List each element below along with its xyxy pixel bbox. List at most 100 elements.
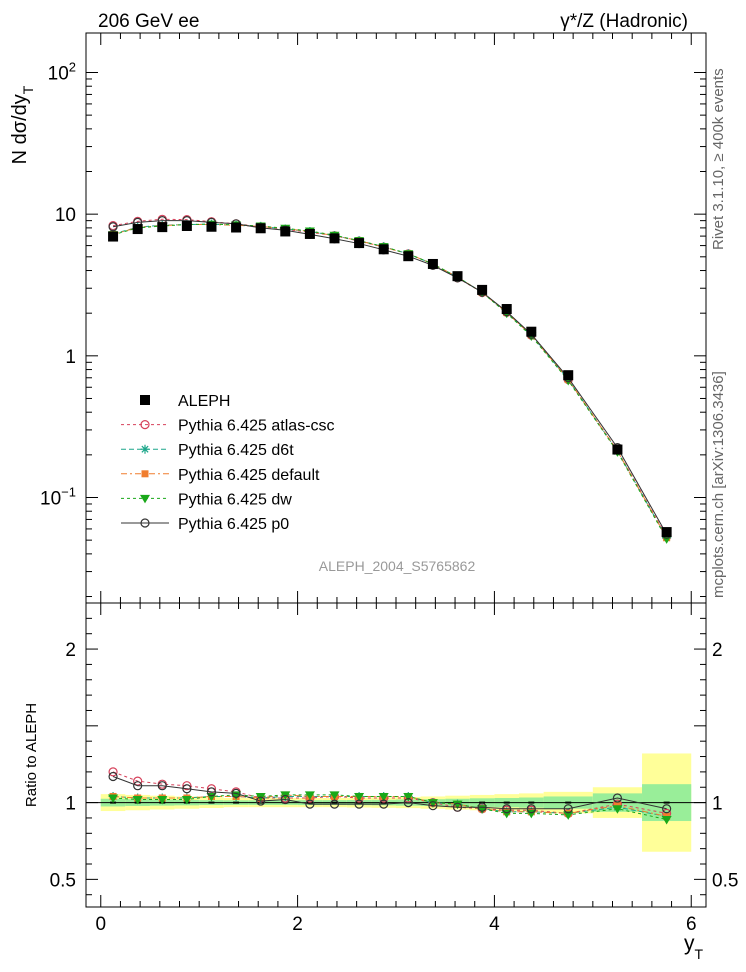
legend-label: Pythia 6.425 dw xyxy=(178,491,292,508)
data-point xyxy=(378,244,389,255)
ratio-axis-label: Ratio to ALEPH xyxy=(23,703,40,807)
ratio-y-tick-label-right: 0.5 xyxy=(712,870,738,891)
legend-marker xyxy=(140,420,150,430)
data-point xyxy=(427,799,438,808)
series-line xyxy=(112,776,667,810)
data-point xyxy=(329,233,340,244)
data-point xyxy=(526,326,537,337)
data-point xyxy=(477,284,488,295)
data-point xyxy=(181,220,192,231)
data-point xyxy=(157,796,168,805)
data-point xyxy=(477,802,487,812)
data-point xyxy=(231,222,242,233)
y-tick-label: 1 xyxy=(65,347,76,368)
data-point xyxy=(612,793,623,803)
series-line xyxy=(112,220,668,535)
data-point xyxy=(354,238,365,249)
series-pythia-6-425-p0 xyxy=(108,216,672,539)
y-tick-label: 10−1 xyxy=(40,484,76,509)
header-left-title: 206 GeV ee xyxy=(98,11,199,32)
ratio-y-tick-label-left: 1 xyxy=(65,794,76,815)
data-point xyxy=(133,781,143,791)
ratio-y-tick-label-right: 1 xyxy=(712,794,723,815)
data-point xyxy=(255,223,266,234)
x-axis-label: yT xyxy=(684,932,704,962)
ratio-panel-marks xyxy=(108,767,672,825)
data-point xyxy=(563,811,574,820)
data-point xyxy=(181,796,192,805)
data-point xyxy=(563,370,574,381)
legend-marker xyxy=(140,395,150,405)
data-point xyxy=(329,799,340,809)
series-aleph xyxy=(108,220,672,538)
data-point xyxy=(280,794,290,805)
ratio-panel: 2 2 1 1 0.5 0.5 0 2 4 6 xyxy=(50,602,738,935)
legend-label: Pythia 6.425 p0 xyxy=(178,516,289,533)
data-point xyxy=(305,799,315,809)
data-point xyxy=(452,802,463,812)
data-point xyxy=(452,271,463,282)
data-point xyxy=(280,226,291,237)
x-tick-label: 0 xyxy=(95,914,106,935)
ratio-y-tick-label-left: 0.5 xyxy=(50,870,76,891)
data-point xyxy=(379,799,389,809)
data-point xyxy=(256,796,266,806)
ratio-series-pythia-6-425-p0 xyxy=(108,771,672,814)
x-tick-label: 2 xyxy=(292,914,303,935)
main-panel: 102 10 1 10−1 xyxy=(40,32,707,604)
data-point xyxy=(502,804,512,814)
data-point xyxy=(612,805,623,814)
data-point xyxy=(501,304,512,315)
data-point xyxy=(452,800,463,810)
legend-entry-pythia-6-425-dw: Pythia 6.425 dw xyxy=(121,491,292,508)
data-point xyxy=(304,791,315,800)
data-point xyxy=(132,224,143,235)
data-point xyxy=(108,794,119,803)
data-point xyxy=(182,781,192,791)
ratio-y-tick-label-left: 2 xyxy=(65,640,76,661)
data-point xyxy=(378,792,389,802)
data-point xyxy=(108,222,118,232)
legend-marker xyxy=(141,470,149,478)
x-tick-label: 4 xyxy=(489,914,500,935)
data-point xyxy=(427,258,438,269)
legend-entry-pythia-6-425-atlas-csc: Pythia 6.425 atlas-csc xyxy=(121,418,335,435)
data-point xyxy=(206,787,217,797)
series-line xyxy=(112,771,667,814)
data-point xyxy=(661,815,672,825)
rivet-version-label: Rivet 3.1.10, ≥ 400k events xyxy=(710,68,727,250)
header-right-title: γ*/Z (Hadronic) xyxy=(560,11,688,32)
mcplots-label: mcplots.cern.ch [arXiv:1306.3436] xyxy=(710,371,727,598)
data-point xyxy=(206,221,217,232)
legend-entry-pythia-6-425-p0: Pythia 6.425 p0 xyxy=(121,516,289,533)
data-point xyxy=(157,781,167,791)
x-tick-label: 6 xyxy=(686,914,697,935)
series-line xyxy=(113,794,667,817)
ratio-plot-frame xyxy=(85,602,707,908)
data-point xyxy=(354,799,364,809)
legend-label: ALEPH xyxy=(178,393,230,410)
data-point xyxy=(403,792,414,802)
legend-marker xyxy=(140,444,150,454)
ratio-y-tick-label-right: 2 xyxy=(712,640,723,661)
data-point xyxy=(563,804,573,814)
data-point xyxy=(329,791,340,800)
legend-label: Pythia 6.425 default xyxy=(178,467,320,484)
legend-entry-aleph: ALEPH xyxy=(140,393,230,410)
data-point xyxy=(132,796,143,805)
legend-entry-pythia-6-425-default: Pythia 6.425 default xyxy=(121,467,320,484)
legend-marker xyxy=(140,494,150,504)
legend-entry-pythia-6-425-d6t: Pythia 6.425 d6t xyxy=(121,442,294,459)
data-point xyxy=(526,804,536,814)
data-point xyxy=(661,527,672,538)
data-point xyxy=(662,804,672,814)
data-point xyxy=(182,784,192,794)
data-point xyxy=(428,801,438,811)
legend-label: Pythia 6.425 atlas-csc xyxy=(178,418,335,435)
main-panel-marks xyxy=(108,214,672,544)
legend-label: Pythia 6.425 d6t xyxy=(178,442,294,459)
y-tick-label: 102 xyxy=(48,59,76,84)
data-point xyxy=(612,444,623,455)
data-point xyxy=(157,222,168,233)
